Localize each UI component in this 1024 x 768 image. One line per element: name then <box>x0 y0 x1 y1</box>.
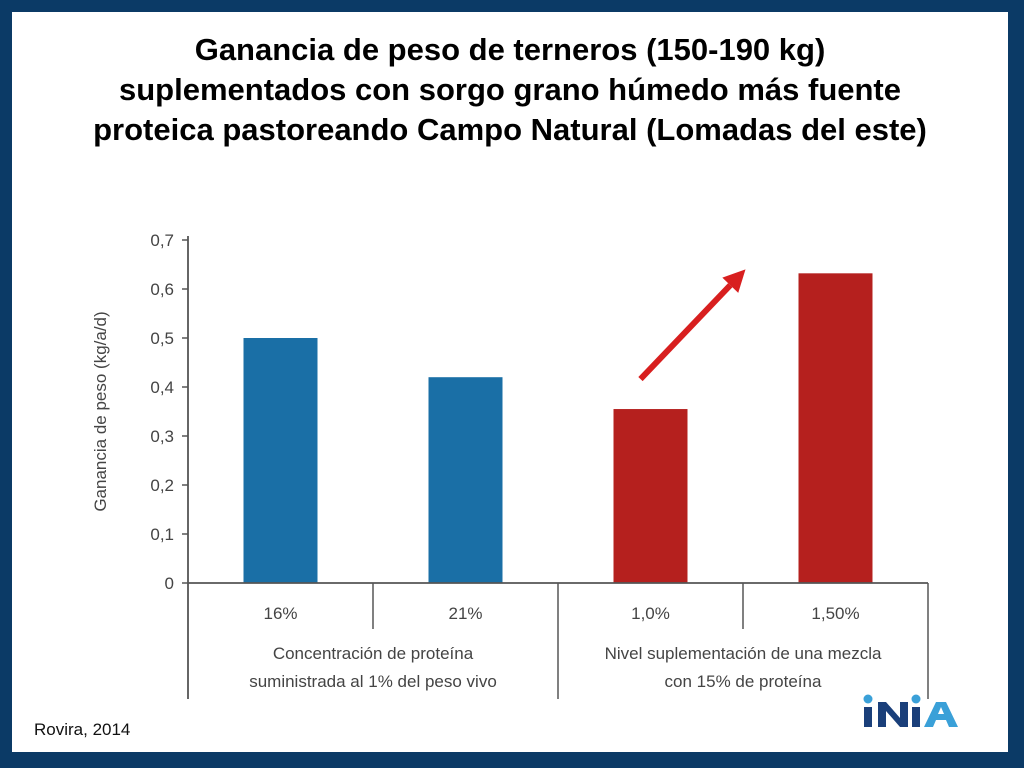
inia-logo <box>863 694 958 727</box>
title-line-2: suplementados con sorgo grano húmedo más… <box>119 72 901 107</box>
title-line-3: proteica pastoreando Campo Natural (Loma… <box>93 112 927 147</box>
arrow-shaft <box>638 283 733 382</box>
y-tick-label: 0,2 <box>150 476 174 495</box>
group-label-1: Concentración de proteína <box>273 644 474 663</box>
source-citation: Rovira, 2014 <box>34 720 131 739</box>
x-category-label: 1,0% <box>631 604 670 623</box>
bar-1 <box>243 338 318 583</box>
y-tick-label: 0,6 <box>150 280 174 299</box>
slide: Ganancia de peso de terneros (150-190 kg… <box>12 12 1008 752</box>
bar-2 <box>428 377 503 583</box>
y-tick-label: 0,4 <box>150 378 174 397</box>
y-tick-label: 0,1 <box>150 525 174 544</box>
x-category-label: 16% <box>263 604 297 623</box>
slide-title: Ganancia de peso de terneros (150-190 kg… <box>12 30 1008 150</box>
y-tick-label: 0,5 <box>150 329 174 348</box>
x-category-label: 1,50% <box>811 604 859 623</box>
y-tick-label: 0 <box>165 574 174 593</box>
title-line-1: Ganancia de peso de terneros (150-190 kg… <box>194 32 826 67</box>
y-axis-label: Ganancia de peso (kg/a/d) <box>91 311 110 511</box>
y-tick-label: 0,7 <box>150 231 174 250</box>
group-label-1: suministrada al 1% del peso vivo <box>249 672 497 691</box>
x-category-label: 21% <box>448 604 482 623</box>
bar-4 <box>798 273 873 583</box>
group-label-2: Nivel suplementación de una mezcla <box>605 644 882 663</box>
group-label-2: con 15% de proteína <box>665 672 822 691</box>
bar-3 <box>613 409 688 583</box>
arrow-head <box>722 269 746 293</box>
y-tick-label: 0,3 <box>150 427 174 446</box>
bar-chart: Ganancia de peso (kg/a/d) 0 0,1 0,2 0,3 0,4 0… <box>91 231 929 699</box>
